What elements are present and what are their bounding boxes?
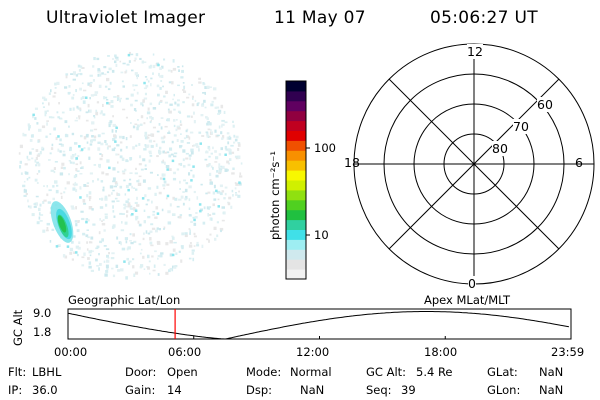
colorbar-swatch [286,180,306,191]
y-bottom-label: 1.8 [33,325,52,339]
dsp-label: Dsp: [246,383,273,397]
colorbar-swatch [286,140,306,151]
glat-label: GLat: [487,365,518,379]
colorbar-swatch [286,259,306,270]
lat-label-60: 60 [537,97,553,112]
colorbar-swatch [286,209,306,221]
colorbar-swatch [286,120,306,131]
colorbar-swatch [286,130,306,141]
time-label: 05:06:27 UT [430,8,538,28]
gain-label: Gain: [125,383,156,397]
x-tick-1800: 18:00 [424,345,458,359]
x-tick-2359: 23:59 [551,345,585,359]
mlt-label-18: 18 [344,155,360,170]
mlt-label-12: 12 [467,44,483,59]
apex-caption: Apex MLat/MLT [424,293,511,307]
altitude-plot-frame [67,308,572,340]
glon-label: GLon: [487,383,521,397]
colorbar-swatch [286,100,306,112]
mlt-label-6: 6 [575,155,583,170]
seq-label: Seq: [366,383,392,397]
lat-label-70: 70 [513,119,529,134]
gain-value: 14 [167,383,182,397]
x-tick-1200: 12:00 [296,345,330,359]
instrument-title: Ultraviolet Imager [46,8,206,28]
colorbar-unit-label: photon cm⁻²s⁻¹ [268,151,282,240]
colorbar-swatch [286,249,306,260]
altitude-curve [67,311,569,340]
mode-label: Mode: [246,365,282,379]
seq-value: 39 [401,383,416,397]
colorbar-swatch [286,229,306,240]
colorbar-swatch [286,81,306,92]
colorbar-swatch [286,90,306,102]
colorbar-swatch [286,239,306,250]
glon-value: NaN [539,383,564,397]
mlt-polar-grid [353,43,595,285]
glat-value: NaN [539,365,564,379]
flt-label: Flt: [8,365,27,379]
ip-label: IP: [8,383,23,397]
gc-alt-label: GC Alt: [366,365,407,379]
date-label: 11 May 07 [274,8,366,28]
colorbar-tick-10: 10 [314,228,329,242]
colorbar-swatch [286,269,306,280]
flt-value: LBHL [32,365,62,379]
y-top-label: 9.0 [33,306,52,320]
colorbar-swatch [286,170,306,181]
gc-alt-value: 5.4 Re [416,365,453,379]
colorbar-swatch [286,189,306,201]
auroral-image [18,51,243,280]
mode-value: Normal [290,365,332,379]
colorbar-swatch [286,110,306,122]
geographic-caption: Geographic Lat/Lon [68,293,181,307]
colorbar-swatch [286,150,306,161]
gc-alt-axis-label: GC Alt [11,309,25,346]
colorbar-swatch [286,199,306,211]
door-label: Door: [125,365,157,379]
door-value: Open [167,365,198,379]
lat-label-80: 80 [492,141,508,156]
mlt-label-0: 0 [468,276,476,291]
dsp-value: NaN [300,383,325,397]
colorbar-tick-100: 100 [314,141,336,155]
x-tick-0000: 00:00 [54,345,88,359]
x-tick-0600: 06:00 [168,345,202,359]
colorbar-swatch [286,219,306,230]
colorbar-swatch [286,160,306,171]
ip-value: 36.0 [32,383,58,397]
colorbar [286,81,310,280]
